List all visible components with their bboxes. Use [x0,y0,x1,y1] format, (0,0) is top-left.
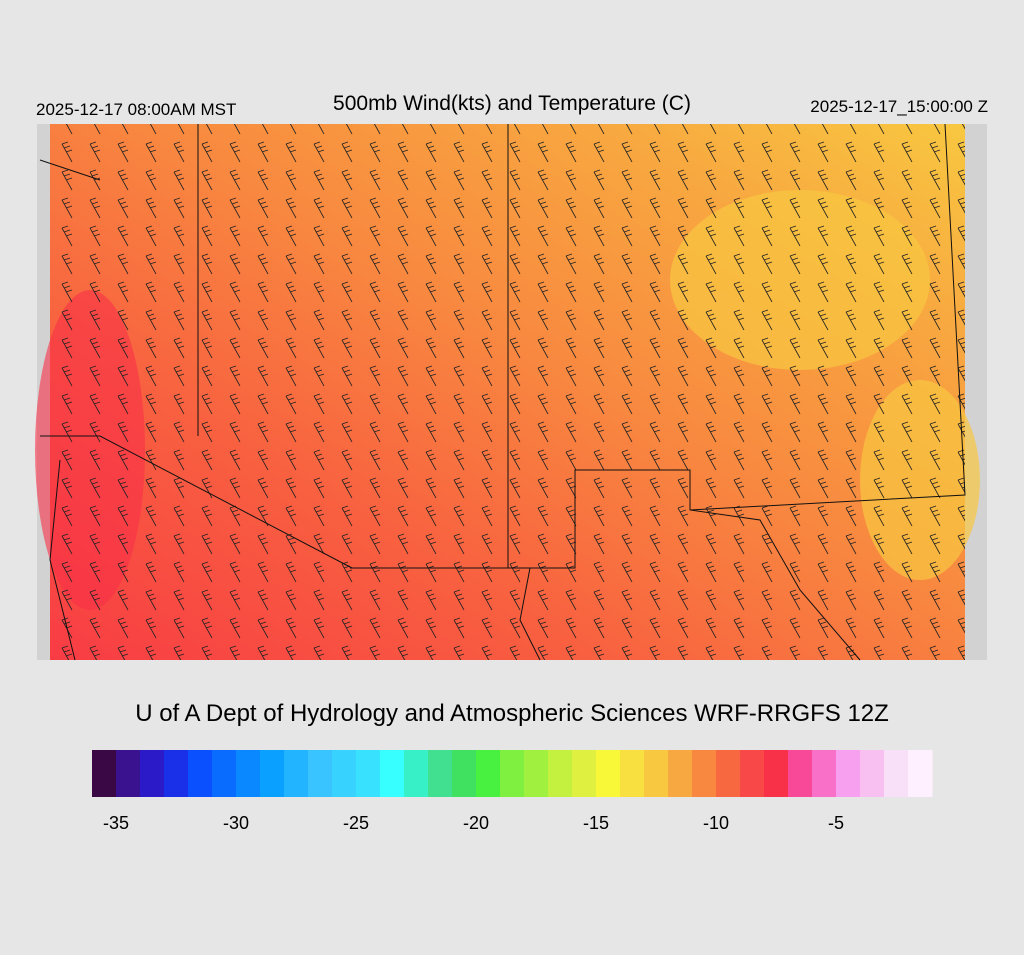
colorbar-swatch [404,750,429,797]
colorbar-swatch [332,750,357,797]
colorbar-swatch [620,750,645,797]
colorbar-swatch [380,750,405,797]
colorbar-swatch [572,750,597,797]
local-time: 2025-12-17 08:00AM MST [36,100,236,119]
credit: U of A Dept of Hydrology and Atmospheric… [135,700,889,727]
colorbar-swatch [524,750,549,797]
colorbar-tick-label: -5 [828,813,844,833]
colorbar-swatch [356,750,381,797]
colorbar-swatch [500,750,525,797]
title: 500mb Wind(kts) and Temperature (C) [333,92,691,115]
colorbar-swatch [116,750,141,797]
colorbar-swatch [164,750,189,797]
colorbar-swatch [788,750,813,797]
colorbar-swatch [692,750,717,797]
colorbar-swatch [188,750,213,797]
colorbar-tick-label: -10 [703,813,729,833]
colorbar-swatch [140,750,165,797]
colorbar-swatch [212,750,237,797]
colorbar-swatch [236,750,261,797]
colorbar-swatch [668,750,693,797]
colorbar: -35 -30 -25 -20 -15 -10 -5 [92,750,933,833]
colorbar-swatch [452,750,477,797]
map [35,123,987,661]
colorbar-swatch [260,750,285,797]
colorbar-swatch [596,750,621,797]
valid-time: 2025-12-17_15:00:00 Z [810,97,988,116]
colorbar-swatch [764,750,789,797]
colorbar-tick-label: -35 [103,813,129,833]
colorbar-swatch [476,750,501,797]
colorbar-swatch [812,750,837,797]
colorbar-swatch [92,750,117,797]
colorbar-swatch [308,750,333,797]
colorbar-swatch [644,750,669,797]
borders [39,123,966,661]
colorbar-tick-label: -25 [343,813,369,833]
colorbar-swatch [836,750,861,797]
colorbar-swatch [860,750,885,797]
colorbar-swatch [740,750,765,797]
colorbar-tick-label: -20 [463,813,489,833]
colorbar-swatch [428,750,453,797]
colorbar-swatch [884,750,909,797]
colorbar-swatch [284,750,309,797]
colorbar-swatch [908,750,933,797]
colorbar-tick-label: -30 [223,813,249,833]
colorbar-swatch [548,750,573,797]
colorbar-swatch [716,750,741,797]
colorbar-tick-label: -15 [583,813,609,833]
